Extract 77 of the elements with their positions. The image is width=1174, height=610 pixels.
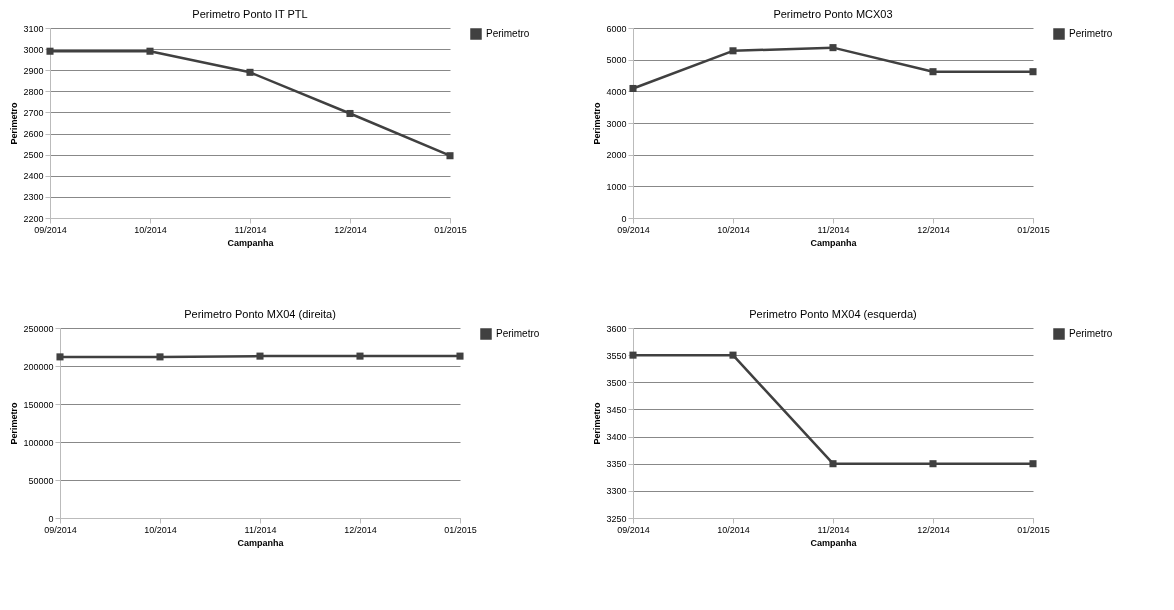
y-tick-label: 5000 [606, 55, 627, 66]
x-tick-label: 09/2014 [617, 524, 650, 535]
x-tick-label: 10/2014 [144, 524, 177, 535]
y-axis-title: Perimetro [592, 102, 603, 145]
chart-title: Perimetro Ponto MX04 (esquerda) [749, 308, 917, 320]
legend-label: Perimetro [496, 328, 540, 339]
chart-title: Perimetro Ponto MCX03 [773, 8, 893, 20]
y-tick-label: 2200 [23, 213, 44, 224]
point [629, 84, 637, 93]
x-tick-label: 01/2015 [1017, 524, 1050, 535]
y-tick-label: 2700 [23, 107, 44, 118]
y-tick-label: 2600 [23, 129, 44, 140]
x-tick-label: 01/2015 [1017, 224, 1050, 235]
point [246, 68, 254, 76]
y-tick-label: 3600 [606, 323, 627, 334]
point [929, 68, 937, 76]
y-tick-label: 2900 [23, 65, 44, 76]
y-tick-label: 2000 [606, 150, 627, 161]
x-tick-label: 09/2014 [34, 224, 67, 235]
point [729, 47, 737, 55]
point [446, 152, 454, 160]
legend-label: Perimetro [1069, 328, 1113, 339]
y-tick-label: 3300 [606, 486, 627, 497]
y-tick-label: 200000 [23, 361, 54, 372]
point [1029, 68, 1037, 76]
x-tick-label: 11/2014 [817, 524, 850, 535]
y-tick-label: 3000 [606, 118, 627, 129]
y-tick-label: 2800 [23, 86, 44, 97]
legend-label: Perimetro [1069, 28, 1113, 39]
x-tick-label: 11/2014 [817, 224, 850, 235]
y-tick-label: 3500 [606, 377, 627, 388]
point [146, 47, 154, 55]
y-tick-label: 50000 [28, 475, 54, 486]
x-tick-label: 12/2014 [917, 224, 950, 235]
x-tick-label: 10/2014 [717, 524, 750, 535]
x-tick-label: 12/2014 [344, 524, 377, 535]
x-tick-label: 09/2014 [617, 224, 650, 235]
x-tick-label: 09/2014 [44, 524, 77, 535]
chart-title: Perimetro Ponto IT PTL [192, 8, 308, 20]
x-tick-label: 12/2014 [917, 524, 950, 535]
y-tick-label: 3350 [606, 459, 627, 470]
x-tick-label: 01/2015 [434, 224, 467, 235]
x-tick-label: 11/2014 [234, 224, 267, 235]
y-tick-label: 3000 [23, 44, 44, 55]
legend-label: Perimetro [486, 28, 530, 39]
point [346, 109, 354, 118]
point [46, 47, 54, 55]
y-tick-label: 0 [621, 213, 627, 224]
y-tick-label: 2300 [23, 192, 44, 203]
x-axis-title: Campanha [810, 237, 858, 248]
y-tick-label: 250000 [23, 323, 54, 334]
chart-title: Perimetro Ponto MX04 (direita) [184, 308, 336, 320]
y-tick-label: 1000 [606, 181, 627, 192]
y-tick-label: 100000 [23, 437, 54, 448]
x-axis-title: Campanha [810, 537, 858, 548]
y-tick-label: 3400 [606, 432, 627, 443]
y-tick-label: 4000 [606, 86, 627, 97]
y-tick-label: 3450 [606, 404, 627, 415]
y-tick-label: 0 [48, 513, 54, 524]
x-tick-label: 10/2014 [717, 224, 750, 235]
x-axis-title: Campanha [227, 237, 275, 248]
y-tick-label: 6000 [606, 23, 627, 34]
x-tick-label: 10/2014 [134, 224, 167, 235]
y-tick-label: 3100 [23, 23, 44, 34]
y-tick-label: 150000 [23, 399, 54, 410]
point [829, 44, 837, 52]
y-tick-label: 2400 [23, 171, 44, 182]
x-tick-label: 11/2014 [244, 524, 277, 535]
x-axis-title: Campanha [237, 537, 285, 548]
x-tick-label: 01/2015 [444, 524, 477, 535]
y-axis-title: Perimetro [9, 402, 20, 445]
y-tick-label: 3250 [606, 513, 627, 524]
y-axis-title: Perimetro [592, 402, 603, 445]
y-tick-label: 2500 [23, 150, 44, 161]
x-tick-label: 12/2014 [334, 224, 367, 235]
y-axis-title: Perimetro [9, 102, 20, 145]
y-tick-label: 3550 [606, 350, 627, 361]
